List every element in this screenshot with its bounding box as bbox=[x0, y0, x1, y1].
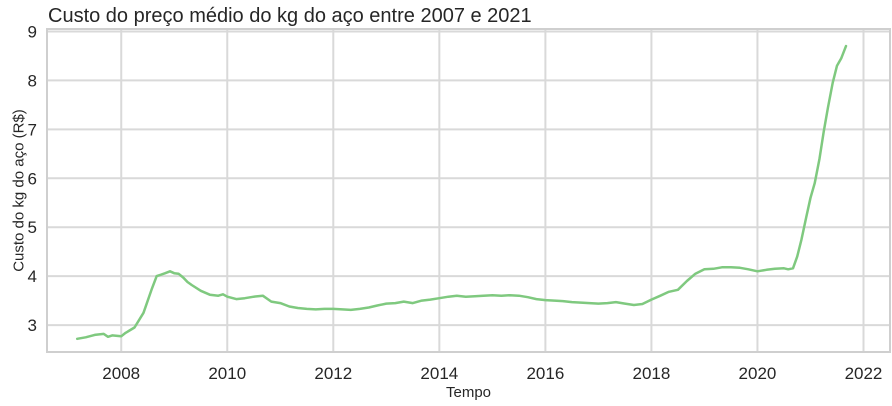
x-tick-label: 2014 bbox=[420, 364, 458, 383]
y-tick-label: 9 bbox=[28, 22, 37, 41]
chart-title: Custo do preço médio do kg do aço entre … bbox=[48, 5, 532, 27]
series-line bbox=[75, 44, 848, 341]
x-tick-label: 2016 bbox=[526, 364, 564, 383]
x-axis-label: Tempo bbox=[446, 384, 491, 401]
y-tick-label: 4 bbox=[28, 267, 37, 286]
x-tick-label: 2012 bbox=[314, 364, 352, 383]
y-axis-ticks: 3 4 5 6 7 8 9 bbox=[28, 22, 37, 335]
y-tick-label: 5 bbox=[28, 218, 37, 237]
x-tick-label: 2022 bbox=[845, 364, 883, 383]
x-tick-label: 2020 bbox=[739, 364, 777, 383]
y-axis-label: Custo do kg do aço (R$) bbox=[10, 109, 27, 272]
y-tick-label: 7 bbox=[28, 120, 37, 139]
y-tick-label: 6 bbox=[28, 169, 37, 188]
y-tick-label: 3 bbox=[28, 316, 37, 335]
x-tick-label: 2010 bbox=[208, 364, 246, 383]
y-tick-label: 8 bbox=[28, 71, 37, 90]
data-layer bbox=[75, 44, 848, 341]
plot-area-frame bbox=[46, 28, 891, 353]
x-tick-label: 2018 bbox=[633, 364, 671, 383]
grid-lines bbox=[47, 29, 890, 352]
x-axis-ticks: 2008 2010 2012 2014 2016 2018 2020 2022 bbox=[102, 364, 882, 383]
x-tick-label: 2008 bbox=[102, 364, 140, 383]
